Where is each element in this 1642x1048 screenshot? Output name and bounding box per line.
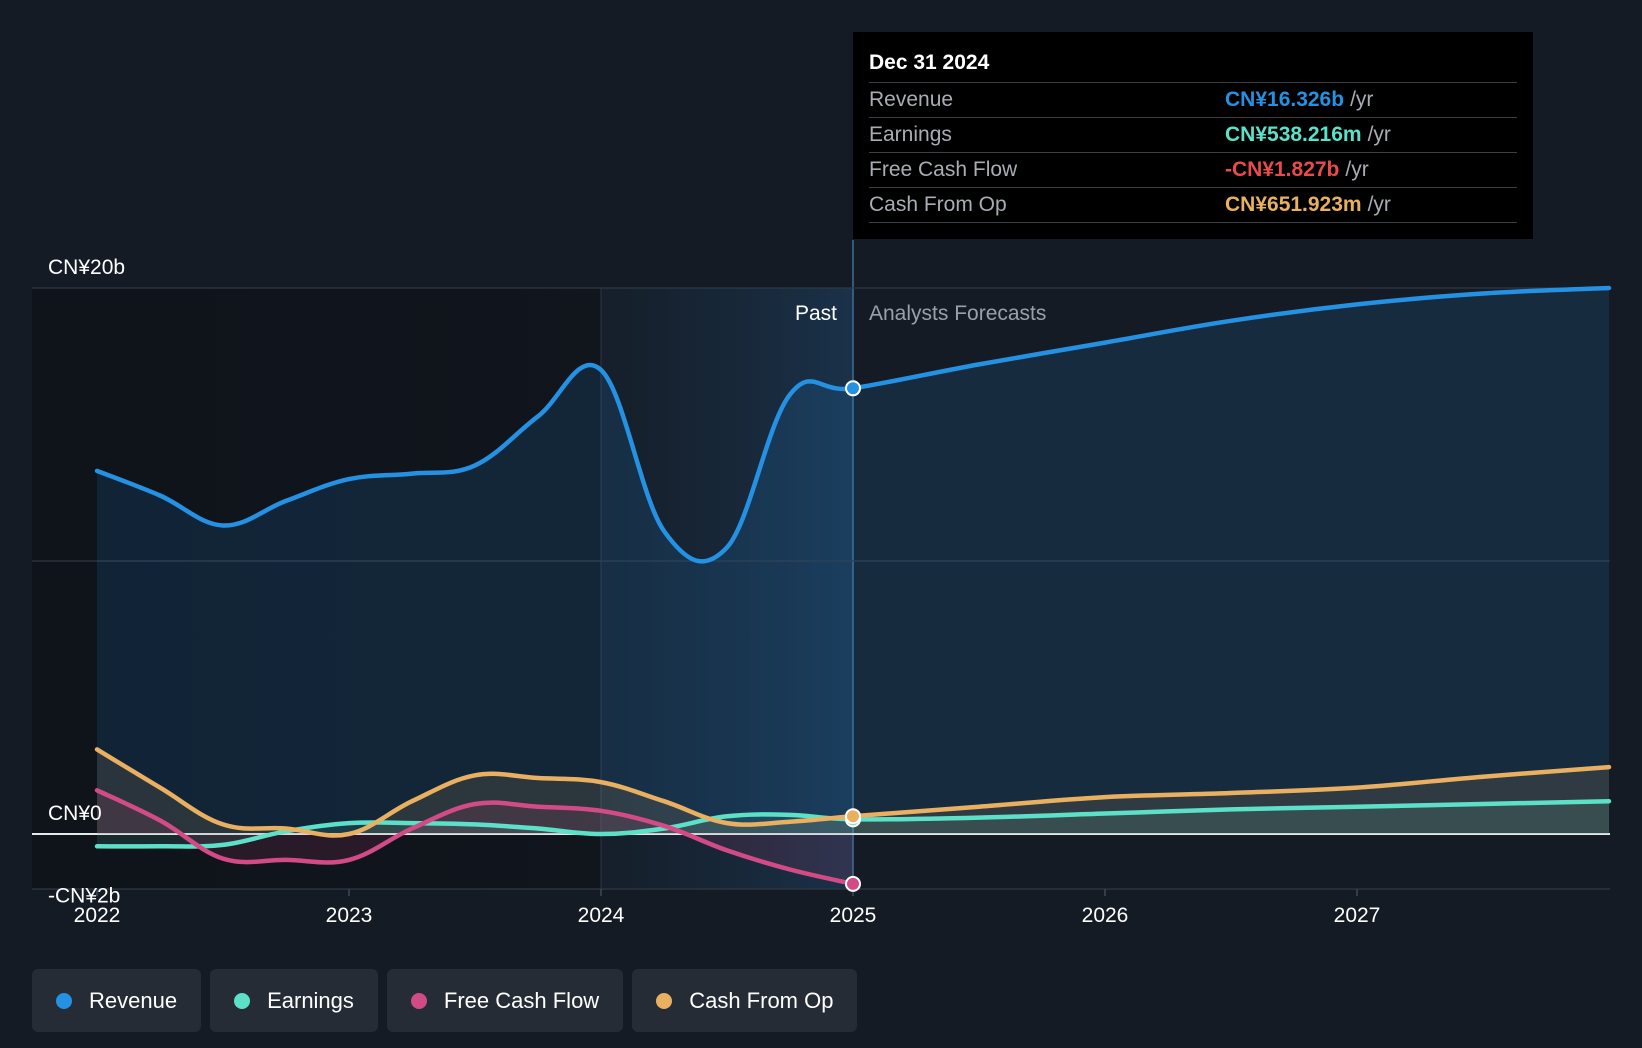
y-tick-label: CN¥20b: [48, 256, 125, 279]
legend-dot-icon: [56, 992, 72, 1009]
tooltip-row-earnings: Earnings CN¥538.216m/yr: [869, 118, 1517, 153]
x-tick-label: 2025: [830, 904, 877, 927]
tooltip-unit: /yr: [1367, 123, 1391, 146]
x-tick-label: 2023: [326, 904, 373, 927]
revenue-line: [94, 285, 1612, 564]
recent-shade: [601, 288, 853, 889]
legend: Revenue Earnings Free Cash Flow Cash From O…: [32, 969, 858, 1032]
tooltip-value: -CN¥1.827b: [1225, 158, 1340, 181]
free-cash-flow-area: [97, 790, 853, 884]
x-tick-label: 2027: [1334, 904, 1381, 927]
legend-dot-icon: [410, 992, 427, 1009]
legend-label: Cash From Op: [689, 987, 834, 1013]
legend-item-revenue[interactable]: Revenue: [32, 969, 202, 1032]
tooltip-label: Free Cash Flow: [869, 158, 1018, 181]
tooltip: Dec 31 2024 Revenue CN¥16.326b/yr Earnings…: [853, 32, 1533, 239]
earnings-line: [94, 798, 1612, 849]
legend-item-earnings[interactable]: Earnings: [210, 969, 378, 1032]
legend-dot-icon: [234, 992, 251, 1009]
tooltip-value: CN¥538.216m: [1225, 123, 1362, 146]
tooltip-row-free-cash-flow: Free Cash Flow -CN¥1.827b/yr: [869, 153, 1517, 188]
legend-label: Free Cash Flow: [443, 987, 600, 1013]
past-label: Past: [795, 302, 837, 325]
cash-from-op-area: [97, 749, 1609, 836]
forecast-label: Analysts Forecasts: [869, 302, 1046, 325]
x-tick-label: 2024: [578, 904, 625, 927]
tooltip-row-revenue: Revenue CN¥16.326b/yr: [869, 83, 1517, 118]
tooltip-unit: /yr: [1345, 158, 1369, 181]
tooltip-value: CN¥16.326b: [1225, 88, 1345, 111]
free-cash-flow-line: [94, 788, 856, 887]
revenue-marker: [845, 380, 861, 397]
x-tick-label: 2022: [74, 904, 121, 927]
tooltip-unit: /yr: [1350, 88, 1374, 111]
cash-from-op-line: [94, 747, 1612, 838]
legend-dot-icon: [656, 992, 673, 1009]
tooltip-date: Dec 31 2024: [869, 44, 1517, 83]
legend-label: Earnings: [267, 987, 354, 1013]
legend-item-free-cash-flow[interactable]: Free Cash Flow: [386, 969, 624, 1032]
past-shade: [32, 288, 601, 889]
y-tick-label: -CN¥2b: [48, 885, 120, 908]
tooltip-value: CN¥651.923m: [1225, 193, 1362, 216]
tooltip-label: Revenue: [869, 88, 954, 111]
x-tick-label: 2026: [1082, 904, 1129, 927]
tooltip-row-cash-from-op: Cash From Op CN¥651.923m/yr: [869, 188, 1517, 223]
legend-label: Revenue: [89, 987, 178, 1013]
revenue-area: [97, 288, 1609, 834]
free-cash-flow-marker: [845, 875, 861, 892]
legend-item-cash-from-op[interactable]: Cash From Op: [632, 969, 858, 1032]
y-tick-label: CN¥0: [48, 802, 102, 825]
tooltip-label: Earnings: [869, 123, 952, 146]
tooltip-unit: /yr: [1367, 193, 1391, 216]
tooltip-label: Cash From Op: [869, 193, 1007, 216]
cash-from-op-marker: [845, 808, 861, 825]
